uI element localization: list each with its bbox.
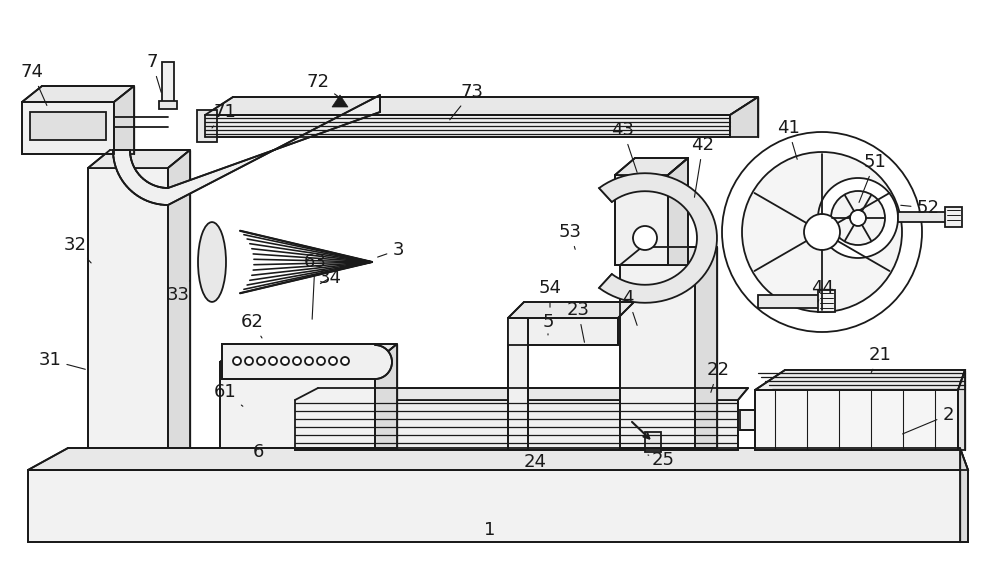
Circle shape: [722, 132, 922, 332]
Polygon shape: [615, 175, 668, 265]
Circle shape: [850, 210, 866, 226]
Polygon shape: [222, 344, 375, 379]
Polygon shape: [668, 158, 688, 265]
Polygon shape: [88, 168, 168, 448]
Text: 3: 3: [378, 241, 404, 259]
Polygon shape: [88, 150, 190, 168]
Bar: [159, 101, 177, 109]
Polygon shape: [220, 362, 375, 448]
Polygon shape: [730, 97, 758, 137]
Text: 25: 25: [648, 451, 674, 469]
Text: 43: 43: [612, 121, 637, 172]
Circle shape: [831, 191, 885, 245]
Text: 7: 7: [146, 53, 161, 92]
Text: 52: 52: [901, 199, 940, 217]
Polygon shape: [620, 265, 695, 448]
Polygon shape: [695, 247, 717, 448]
Text: 63: 63: [304, 253, 326, 319]
Text: 72: 72: [306, 73, 341, 98]
Bar: [645, 432, 661, 452]
Polygon shape: [222, 344, 392, 379]
Polygon shape: [615, 158, 688, 175]
Circle shape: [293, 357, 301, 365]
Polygon shape: [295, 400, 738, 450]
Polygon shape: [28, 470, 968, 542]
Text: 1: 1: [484, 521, 496, 539]
Polygon shape: [375, 344, 397, 448]
Bar: [30, 112, 106, 140]
Polygon shape: [755, 370, 965, 390]
Text: 53: 53: [558, 223, 582, 249]
Polygon shape: [205, 115, 730, 137]
Circle shape: [804, 214, 840, 250]
Text: 44: 44: [812, 279, 834, 302]
Text: 61: 61: [214, 383, 243, 406]
Text: 42: 42: [692, 136, 714, 197]
Text: 54: 54: [538, 279, 562, 307]
Circle shape: [269, 357, 277, 365]
Text: 73: 73: [450, 83, 484, 120]
Text: 74: 74: [20, 63, 47, 106]
Bar: [162, 62, 174, 105]
Polygon shape: [114, 86, 134, 154]
Polygon shape: [958, 370, 965, 450]
Text: 32: 32: [64, 236, 91, 263]
Polygon shape: [508, 318, 528, 450]
Polygon shape: [620, 247, 717, 265]
Text: 71: 71: [212, 103, 236, 128]
Circle shape: [341, 357, 349, 365]
Text: 6: 6: [252, 443, 264, 461]
Polygon shape: [508, 318, 618, 345]
Polygon shape: [22, 102, 114, 154]
Polygon shape: [220, 344, 397, 362]
Polygon shape: [113, 95, 380, 205]
Text: 2: 2: [903, 406, 954, 434]
Polygon shape: [332, 95, 348, 107]
Polygon shape: [28, 448, 968, 470]
Text: 62: 62: [241, 313, 263, 338]
Polygon shape: [22, 86, 134, 102]
Text: 24: 24: [524, 450, 546, 471]
Circle shape: [317, 357, 325, 365]
Polygon shape: [960, 448, 968, 542]
Ellipse shape: [198, 222, 226, 302]
Text: 23: 23: [566, 301, 590, 342]
Circle shape: [257, 357, 265, 365]
Circle shape: [233, 357, 241, 365]
Polygon shape: [758, 295, 820, 308]
Circle shape: [818, 178, 898, 258]
Circle shape: [245, 357, 253, 365]
Polygon shape: [197, 110, 217, 142]
Polygon shape: [168, 150, 190, 448]
Polygon shape: [818, 290, 835, 312]
Text: 31: 31: [39, 351, 85, 370]
Circle shape: [329, 357, 337, 365]
Polygon shape: [898, 212, 950, 222]
Polygon shape: [599, 173, 717, 303]
Text: 51: 51: [859, 153, 886, 202]
Text: 5: 5: [542, 313, 554, 335]
Circle shape: [305, 357, 313, 365]
Circle shape: [633, 226, 657, 250]
Polygon shape: [945, 207, 962, 227]
Polygon shape: [740, 410, 755, 430]
Polygon shape: [205, 97, 758, 115]
Polygon shape: [295, 388, 748, 400]
Polygon shape: [508, 302, 634, 318]
Text: 41: 41: [777, 119, 799, 159]
Polygon shape: [755, 390, 958, 450]
Text: 4: 4: [622, 289, 637, 325]
Circle shape: [281, 357, 289, 365]
Text: 34: 34: [318, 269, 342, 287]
Text: 21: 21: [869, 346, 891, 372]
Circle shape: [742, 152, 902, 312]
Text: 33: 33: [166, 280, 190, 304]
Text: 22: 22: [706, 361, 730, 392]
